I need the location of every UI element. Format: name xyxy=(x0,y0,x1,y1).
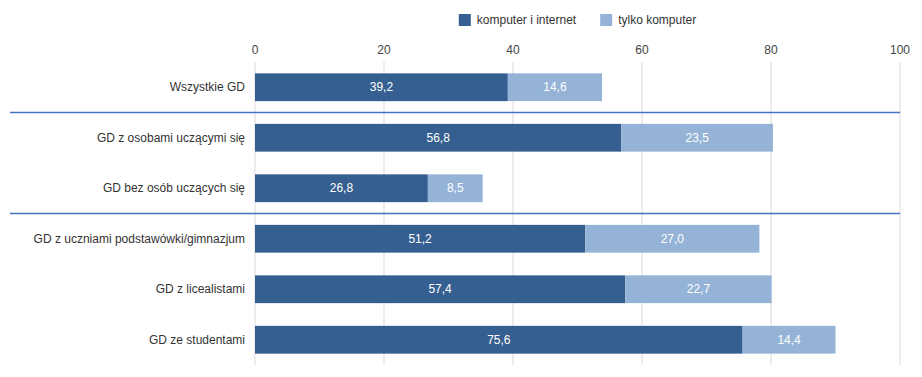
data-label: 14,4 xyxy=(777,333,801,347)
data-label: 23,5 xyxy=(685,131,709,145)
legend-item: tylko komputer xyxy=(600,13,696,27)
data-label: 56,8 xyxy=(427,131,451,145)
group-separator xyxy=(10,112,900,114)
category-label: GD ze studentami xyxy=(149,333,245,347)
legend-label: komputer i internet xyxy=(477,13,577,27)
tick-label: 100 xyxy=(890,43,910,57)
bar xyxy=(508,73,602,101)
data-label: 57,4 xyxy=(428,282,452,296)
legend-item: komputer i internet xyxy=(459,13,577,27)
category-label: Wszystkie GD xyxy=(170,80,246,94)
x-axis: 0 20 40 60 80 100 xyxy=(252,43,911,57)
separators xyxy=(10,113,900,214)
bar xyxy=(255,73,508,101)
tick-label: 40 xyxy=(506,43,520,57)
data-label: 22,7 xyxy=(687,282,711,296)
tick-label: 0 xyxy=(252,43,259,57)
chart: 0 20 40 60 80 100 Wszystkie GD GD z osobami ucz… xyxy=(0,0,922,377)
bar xyxy=(743,326,836,354)
data-label: 51,2 xyxy=(408,232,432,246)
category-label: GD bez osób uczących się xyxy=(103,181,245,195)
data-label: 75,6 xyxy=(487,333,511,347)
tick-label: 80 xyxy=(764,43,778,57)
bar xyxy=(428,174,483,202)
category-label: GD z licealistami xyxy=(156,282,245,296)
bar xyxy=(255,124,621,152)
tick-label: 20 xyxy=(377,43,391,57)
bar xyxy=(621,124,773,152)
data-label: 14,6 xyxy=(543,80,567,94)
legend: komputer i internet tylko komputer xyxy=(459,13,696,27)
bar xyxy=(255,275,625,303)
bar xyxy=(255,225,585,253)
bar xyxy=(255,326,743,354)
legend-swatch xyxy=(459,14,471,26)
legend-swatch xyxy=(600,14,612,26)
category-label: GD z uczniami podstawówki/gimnazjum xyxy=(34,232,245,246)
category-label: GD z osobami uczącymi się xyxy=(97,131,245,145)
bar xyxy=(255,174,428,202)
tick-label: 60 xyxy=(635,43,649,57)
bar xyxy=(625,275,771,303)
legend-label: tylko komputer xyxy=(618,13,696,27)
data-label: 26,8 xyxy=(330,181,354,195)
data-label: 27,0 xyxy=(661,232,685,246)
group-separator xyxy=(10,213,900,215)
data-label: 8,5 xyxy=(447,181,464,195)
data-label: 39,2 xyxy=(370,80,394,94)
bar xyxy=(585,225,759,253)
